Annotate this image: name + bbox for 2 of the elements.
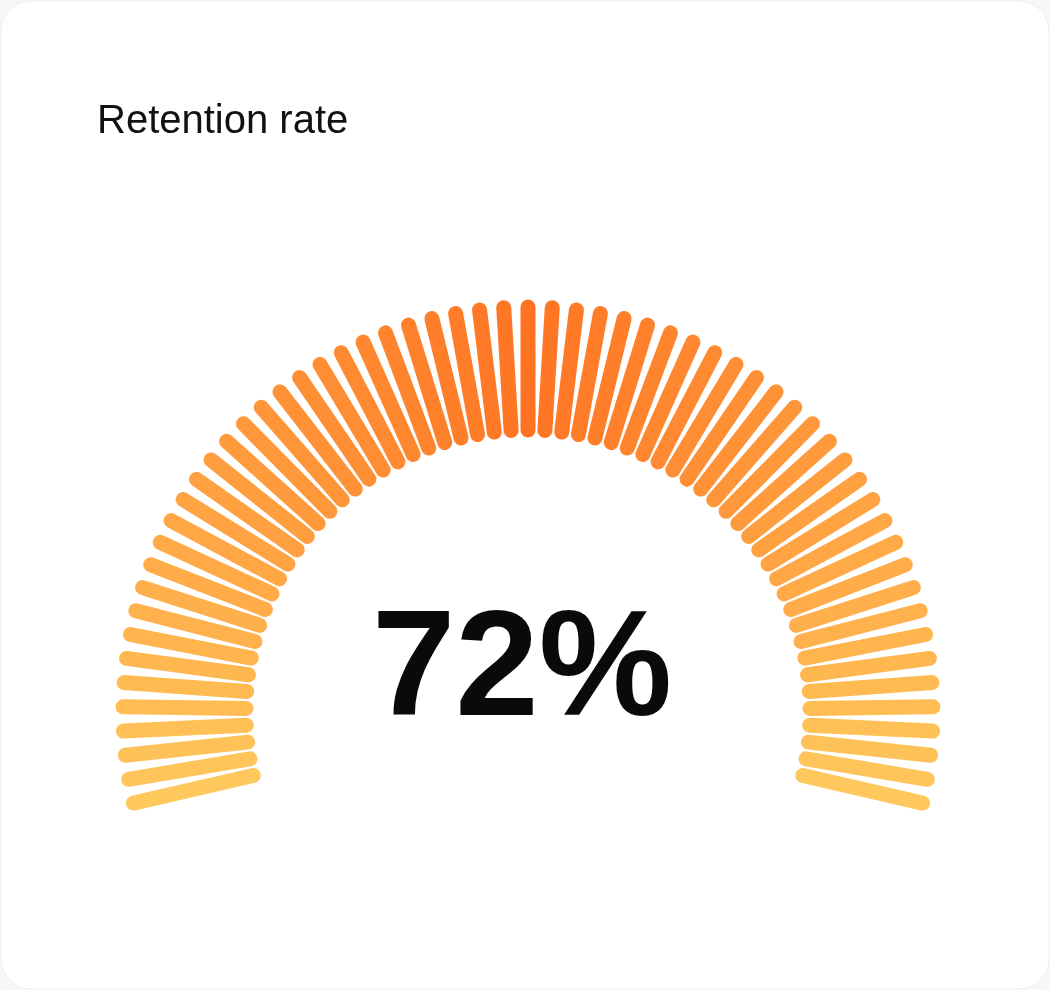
text: Retention rate bbox=[97, 97, 349, 141]
data-label: 72% bbox=[371, 579, 673, 747]
